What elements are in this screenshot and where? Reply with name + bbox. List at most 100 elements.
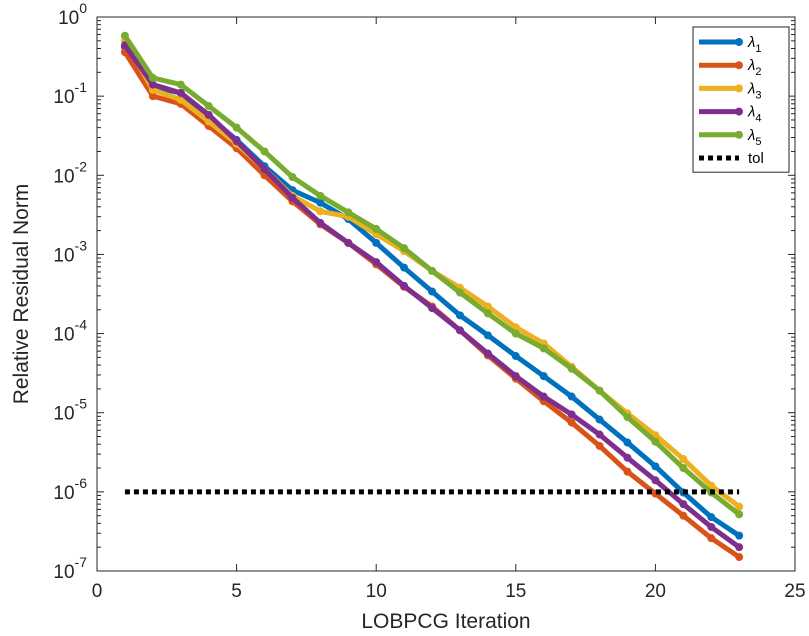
- data-point: [511, 372, 520, 381]
- data-point: [316, 191, 325, 200]
- data-point: [707, 534, 716, 543]
- data-point: [455, 326, 464, 335]
- data-point: [204, 110, 213, 119]
- legend-marker: [735, 61, 743, 70]
- x-tick-label: 15: [505, 581, 526, 602]
- data-point: [120, 31, 129, 40]
- data-point: [539, 344, 548, 353]
- legend-item: λ2: [699, 57, 762, 78]
- data-point: [288, 193, 297, 202]
- data-point: [176, 95, 185, 104]
- legend-label: tol: [748, 150, 764, 167]
- y-tick-label: 10-3: [53, 237, 87, 266]
- data-point: [511, 352, 520, 361]
- data-point: [651, 437, 660, 446]
- data-point: [735, 553, 744, 562]
- axis-ticks: 0 5 10 15 20 25 100 10-1 10-2 10-3 10-4 10-5 10-6 10-…: [53, 0, 805, 602]
- legend-marker: [735, 84, 743, 93]
- data-point: [455, 288, 464, 297]
- legend-item: λ1: [699, 34, 762, 55]
- data-point: [372, 224, 381, 233]
- data-point: [176, 80, 185, 89]
- data-point: [428, 287, 437, 296]
- data-point: [483, 349, 492, 358]
- data-point: [707, 513, 716, 522]
- data-point: [316, 198, 325, 207]
- y-tick-label: 10-4: [53, 317, 87, 346]
- data-point: [483, 309, 492, 318]
- data-point: [679, 500, 688, 509]
- data-point: [623, 467, 632, 476]
- legend-item: λ4: [699, 104, 762, 125]
- data-point: [707, 522, 716, 531]
- data-point: [651, 462, 660, 471]
- data-point: [288, 173, 297, 182]
- data-point: [511, 329, 520, 338]
- y-tick-label: 10-5: [53, 396, 87, 425]
- data-point: [428, 266, 437, 275]
- x-tick-label: 10: [366, 581, 387, 602]
- data-point: [679, 464, 688, 473]
- legend-label: λ5: [747, 127, 762, 148]
- data-point: [232, 123, 241, 132]
- data-point: [595, 415, 604, 424]
- data-point: [260, 147, 269, 156]
- data-point: [567, 418, 576, 427]
- data-point: [623, 453, 632, 462]
- data-point: [735, 510, 744, 519]
- data-point: [455, 311, 464, 320]
- x-tick-label: 25: [784, 581, 805, 602]
- y-axis-label: Relative Residual Norm: [10, 184, 33, 405]
- legend-label: λ2: [747, 57, 762, 78]
- data-point: [400, 263, 409, 272]
- data-point: [204, 102, 213, 111]
- x-tick-label: 5: [231, 581, 242, 602]
- data-point: [483, 302, 492, 311]
- data-point: [735, 531, 744, 540]
- data-point: [148, 92, 157, 101]
- y-tick-label: 10-2: [53, 158, 87, 187]
- data-point: [344, 208, 353, 217]
- legend-box: [692, 26, 790, 173]
- series-layer: [120, 31, 744, 562]
- legend-item: λ3: [699, 80, 762, 101]
- data-point: [595, 441, 604, 450]
- legend-marker: [735, 130, 743, 139]
- legend-item: tol: [699, 150, 764, 167]
- data-point: [651, 476, 660, 485]
- data-point: [148, 80, 157, 89]
- data-point: [400, 244, 409, 253]
- data-point: [735, 543, 744, 552]
- data-point: [344, 238, 353, 247]
- data-point: [539, 392, 548, 401]
- data-point: [232, 137, 241, 146]
- data-point: [428, 304, 437, 313]
- series-lambda-4: [120, 41, 744, 552]
- data-point: [372, 258, 381, 267]
- legend-label: λ3: [747, 80, 762, 101]
- series-lambda-5: [120, 31, 744, 519]
- data-point: [567, 364, 576, 373]
- data-point: [260, 165, 269, 174]
- data-point: [567, 410, 576, 419]
- data-point: [176, 88, 185, 97]
- data-point: [148, 73, 157, 82]
- data-point: [679, 455, 688, 464]
- y-tick-label: 10-6: [53, 475, 87, 504]
- x-tick-label: 20: [645, 581, 666, 602]
- data-point: [372, 238, 381, 247]
- data-point: [539, 372, 548, 381]
- data-point: [400, 281, 409, 290]
- legend-marker: [735, 38, 743, 46]
- x-tick-label: 0: [92, 581, 103, 602]
- data-point: [679, 511, 688, 520]
- legend-label: λ1: [747, 34, 762, 55]
- y-tick-label: 100: [58, 0, 87, 29]
- data-point: [735, 502, 744, 511]
- data-point: [483, 331, 492, 340]
- data-point: [623, 438, 632, 447]
- data-point: [316, 218, 325, 227]
- legend-marker: [735, 107, 743, 116]
- data-point: [595, 430, 604, 439]
